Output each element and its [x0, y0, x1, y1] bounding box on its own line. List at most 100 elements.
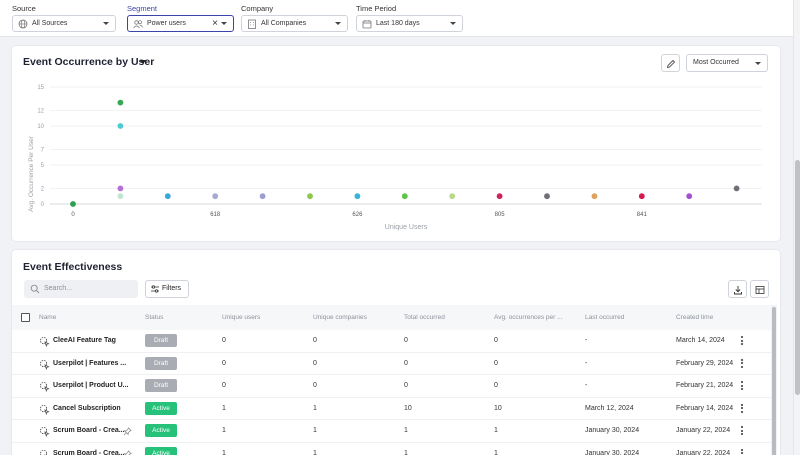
y-tick-label: 10 [37, 124, 44, 130]
cell-name[interactable]: Scrum Board - Crea... [53, 427, 125, 434]
column-name[interactable]: Name [39, 314, 57, 321]
columns-icon [755, 285, 765, 294]
time-period-select[interactable]: Last 180 days [356, 15, 463, 32]
globe-icon [18, 19, 28, 29]
data-point[interactable] [117, 99, 124, 106]
chevron-down-icon [103, 22, 109, 25]
event-tag-icon [40, 449, 48, 455]
cell-unique-companies: 1 [313, 404, 317, 412]
chevron-down-icon [450, 22, 456, 25]
more-options-icon[interactable] [738, 403, 746, 415]
cell-avg-occurrences: 1 [494, 449, 498, 455]
column-created-time[interactable]: Created time [676, 314, 714, 321]
cell-name[interactable]: Cancel Subscription [53, 404, 121, 412]
column-last-occurred[interactable]: Last occurred [585, 314, 625, 321]
cell-last-occurred: March 12, 2024 [585, 404, 634, 412]
page-scrollbar[interactable] [793, 0, 800, 455]
source-select[interactable]: All Sources [12, 15, 116, 32]
x-axis-label: Unique Users [385, 224, 428, 231]
cell-total-occurred: 1 [404, 427, 408, 434]
sort-select[interactable]: Most Occurred [686, 54, 768, 72]
column-total-occurred[interactable]: Total occurred [404, 314, 445, 321]
source-label: Source [12, 4, 36, 13]
data-point[interactable] [591, 193, 598, 200]
data-point[interactable] [70, 201, 76, 207]
cell-name[interactable]: Userpilot | Product U... [53, 382, 129, 389]
data-point[interactable] [449, 193, 456, 200]
pin-icon[interactable] [123, 427, 132, 436]
data-point[interactable] [496, 193, 503, 200]
more-options-icon[interactable] [738, 426, 746, 437]
cell-avg-occurrences: 0 [494, 359, 498, 367]
cell-name[interactable]: Userpilot | Features ... [53, 359, 127, 367]
time-period-value: Last 180 days [376, 20, 420, 27]
data-point[interactable] [686, 193, 693, 200]
event-effectiveness-card: Event Effectiveness Search... Filters Na… [12, 250, 780, 455]
more-options-icon[interactable] [738, 381, 746, 392]
data-point[interactable] [401, 193, 408, 200]
users-icon [133, 20, 143, 29]
page-scrollbar-thumb[interactable] [795, 160, 800, 395]
table-scrollbar[interactable] [771, 305, 777, 455]
chart-title[interactable]: Event Occurrence by User [23, 56, 155, 68]
filters-button[interactable]: Filters [145, 280, 189, 298]
select-all-checkbox[interactable] [21, 313, 30, 322]
search-input[interactable]: Search... [24, 280, 138, 298]
table-row[interactable]: Cancel Subscription Active 1 1 10 10 March 12,… [12, 398, 771, 420]
cell-name[interactable]: CleeAI Feature Tag [53, 337, 116, 344]
more-options-icon[interactable] [738, 448, 746, 455]
data-point[interactable] [307, 193, 313, 200]
time-period-filter: Time Period Last 180 days [356, 4, 463, 32]
pin-icon[interactable] [123, 449, 132, 455]
segment-label: Segment [127, 4, 158, 13]
event-tag-icon [40, 427, 50, 437]
columns-button[interactable] [750, 280, 769, 298]
sliders-icon [151, 285, 159, 293]
column-unique-companies[interactable]: Unique companies [313, 314, 367, 321]
data-point[interactable] [354, 193, 361, 200]
cell-unique-users: 1 [222, 427, 226, 434]
data-point[interactable] [638, 193, 645, 200]
table-scrollbar-thumb[interactable] [772, 307, 776, 455]
more-options-icon[interactable] [738, 336, 746, 347]
data-point[interactable] [259, 193, 266, 200]
table-row[interactable]: Scrum Board - Crea... Active 1 1 1 1 January 3… [12, 443, 771, 455]
data-point[interactable] [212, 193, 219, 200]
status-badge: Draft [145, 379, 177, 392]
cell-last-occurred: - [585, 359, 588, 367]
close-icon[interactable]: × [212, 18, 218, 29]
company-select[interactable]: All Companies [241, 15, 348, 32]
cell-total-occurred: 0 [404, 359, 408, 367]
data-point[interactable] [544, 193, 550, 200]
segment-select[interactable]: Power users × [127, 15, 234, 32]
cell-unique-companies: 0 [313, 382, 317, 389]
cell-unique-companies: 0 [313, 337, 317, 344]
column-status[interactable]: Status [145, 314, 164, 321]
table-row[interactable]: Scrum Board - Crea... Active 1 1 1 1 January 3… [12, 420, 771, 443]
download-button[interactable] [728, 280, 747, 298]
table-row[interactable]: Userpilot | Product U... Draft 0 0 0 0 - Februa… [12, 375, 771, 398]
table-header: Name Status Unique users Unique companie… [12, 305, 771, 330]
download-icon [734, 285, 742, 294]
edit-button[interactable] [661, 54, 680, 72]
y-tick-label: 0 [41, 202, 45, 208]
chevron-down-icon[interactable] [140, 60, 146, 64]
column-avg-occurrences[interactable]: Avg. occurrences per ... [494, 314, 563, 321]
data-point[interactable] [733, 185, 740, 192]
y-tick-label: 5 [41, 163, 45, 169]
column-unique-users[interactable]: Unique users [222, 314, 261, 321]
table-row[interactable]: CleeAI Feature Tag Draft 0 0 0 0 - March 14, 20… [12, 330, 771, 353]
cell-name[interactable]: Scrum Board - Crea... [53, 449, 125, 455]
table-row[interactable]: Userpilot | Features ... Draft 0 0 0 0 - Februa… [12, 353, 771, 375]
data-point[interactable] [164, 193, 171, 200]
effectiveness-title: Event Effectiveness [23, 261, 123, 273]
x-tick-label: 618 [210, 212, 221, 218]
y-tick-label: 7 [41, 148, 45, 154]
data-point[interactable] [117, 123, 124, 129]
data-point[interactable] [117, 185, 124, 192]
source-filter: Source All Sources [12, 4, 116, 32]
more-options-icon[interactable] [738, 358, 746, 370]
y-axis-label: Avg. Occurrence Per User [28, 135, 35, 212]
data-point[interactable] [117, 193, 124, 200]
cell-created-time: January 22, 2024 [676, 449, 731, 455]
